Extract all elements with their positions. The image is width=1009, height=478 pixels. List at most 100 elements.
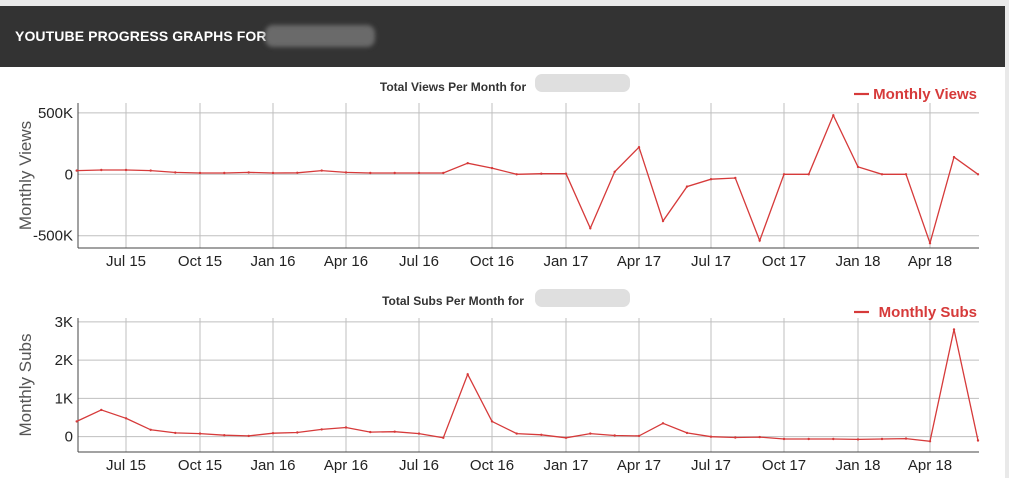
views-x-tick-label: Oct 16 xyxy=(470,253,514,270)
subs-data-point xyxy=(515,432,518,435)
views-data-point xyxy=(904,173,908,176)
subs-data-point xyxy=(709,435,713,438)
subs-data-point xyxy=(223,434,226,437)
views-data-point xyxy=(782,173,786,176)
redacted-channel-name xyxy=(265,25,375,47)
subs-data-point xyxy=(782,437,786,441)
subs-data-point xyxy=(661,422,665,425)
views-data-point xyxy=(832,114,835,117)
views-y-tick-label: 500K xyxy=(38,105,73,122)
subs-data-point xyxy=(832,437,835,441)
views-redacted-name xyxy=(535,74,630,92)
views-data-point xyxy=(296,171,299,174)
subs-data-point xyxy=(637,434,641,438)
views-data-point xyxy=(758,239,761,242)
views-data-point xyxy=(271,171,275,175)
subs-data-point xyxy=(490,420,494,423)
subs-data-point xyxy=(807,437,810,441)
subs-data-point xyxy=(174,431,177,435)
subs-data-point xyxy=(685,431,689,435)
views-x-tick-label: Jan 16 xyxy=(250,253,295,270)
views-data-point xyxy=(685,185,689,188)
views-data-point xyxy=(661,219,665,223)
views-data-point xyxy=(100,168,103,172)
subs-y-tick-label: 3K xyxy=(55,314,73,331)
subs-data-point xyxy=(393,430,396,433)
views-x-tick-label: Jan 17 xyxy=(543,253,588,270)
subs-data-point xyxy=(976,439,980,442)
views-legend-label: Monthly Views xyxy=(873,86,977,103)
views-chart-title: Total Views Per Month for xyxy=(380,80,527,94)
views-data-point xyxy=(515,173,518,176)
views-data-point xyxy=(490,166,494,170)
subs-x-tick-label: Jul 17 xyxy=(691,457,731,474)
subs-data-point xyxy=(904,437,908,440)
views-data-point xyxy=(564,172,568,175)
views-x-tick-label: Oct 17 xyxy=(762,253,806,270)
views-data-point xyxy=(393,171,396,175)
views-data-point xyxy=(174,171,177,174)
views-data-point xyxy=(613,170,616,173)
views-data-point xyxy=(734,176,737,180)
subs-x-tick-label: Jan 18 xyxy=(835,457,880,474)
views-x-tick-label: Oct 15 xyxy=(178,253,222,270)
views-data-point xyxy=(637,146,641,149)
subs-x-tick-label: Jan 16 xyxy=(250,457,295,474)
subs-data-point xyxy=(124,417,128,420)
subs-data-point xyxy=(75,420,78,423)
subs-y-tick-label: 1K xyxy=(55,390,73,407)
subs-x-tick-label: Jan 17 xyxy=(543,457,588,474)
subs-data-point xyxy=(149,428,152,431)
views-data-point xyxy=(976,173,980,176)
views-data-point xyxy=(247,171,250,174)
subs-x-tick-label: Apr 16 xyxy=(324,457,368,474)
subs-data-point xyxy=(247,434,250,438)
views-data-point xyxy=(223,171,226,175)
views-data-point xyxy=(417,171,421,175)
subs-data-point xyxy=(856,438,860,441)
views-data-point xyxy=(344,171,348,174)
subs-legend-label: Monthly Subs xyxy=(879,304,977,321)
subs-data-point xyxy=(320,428,323,431)
subs-y-axis-title: Monthly Subs xyxy=(16,334,35,437)
views-x-tick-label: Jul 15 xyxy=(106,253,146,270)
subs-series-line xyxy=(76,329,979,443)
views-data-point xyxy=(880,173,884,176)
subs-data-point xyxy=(271,432,275,435)
subs-data-point xyxy=(928,440,932,443)
subs-data-point xyxy=(613,434,616,437)
views-data-point xyxy=(856,165,860,169)
subs-data-point xyxy=(198,432,202,435)
views-data-point xyxy=(952,155,956,159)
views-y-axis-title: Monthly Views xyxy=(16,121,35,230)
views-data-point xyxy=(124,168,128,172)
subs-data-point xyxy=(466,373,469,376)
subs-data-point xyxy=(952,328,956,331)
subs-data-point xyxy=(296,431,299,434)
subs-y-tick-label: 0 xyxy=(65,429,73,446)
page-frame: YOUTUBE PROGRESS GRAPHS FOR . xyxy=(0,6,1005,478)
subs-data-point xyxy=(417,432,421,435)
subs-x-tick-label: Oct 15 xyxy=(178,457,222,474)
subs-data-point xyxy=(880,437,884,441)
page-title: YOUTUBE PROGRESS GRAPHS FOR . xyxy=(15,28,275,44)
subs-data-point xyxy=(758,435,761,439)
views-x-tick-label: Apr 17 xyxy=(617,253,661,270)
views-x-tick-label: Jul 16 xyxy=(399,253,439,270)
subs-data-point xyxy=(564,436,568,439)
subs-x-tick-label: Oct 16 xyxy=(470,457,514,474)
subs-data-point xyxy=(442,436,445,439)
views-data-point xyxy=(442,171,445,175)
views-data-point xyxy=(198,171,202,175)
subs-data-point xyxy=(100,408,103,412)
views-data-point xyxy=(466,162,469,165)
views-data-point xyxy=(369,171,372,175)
page-header: YOUTUBE PROGRESS GRAPHS FOR . xyxy=(0,6,1005,67)
views-x-tick-label: Jul 17 xyxy=(691,253,731,270)
subs-y-tick-label: 2K xyxy=(55,352,73,369)
views-data-point xyxy=(75,169,78,172)
subs-data-point xyxy=(369,430,372,434)
subs-x-tick-label: Jul 16 xyxy=(399,457,439,474)
views-data-point xyxy=(807,173,810,176)
